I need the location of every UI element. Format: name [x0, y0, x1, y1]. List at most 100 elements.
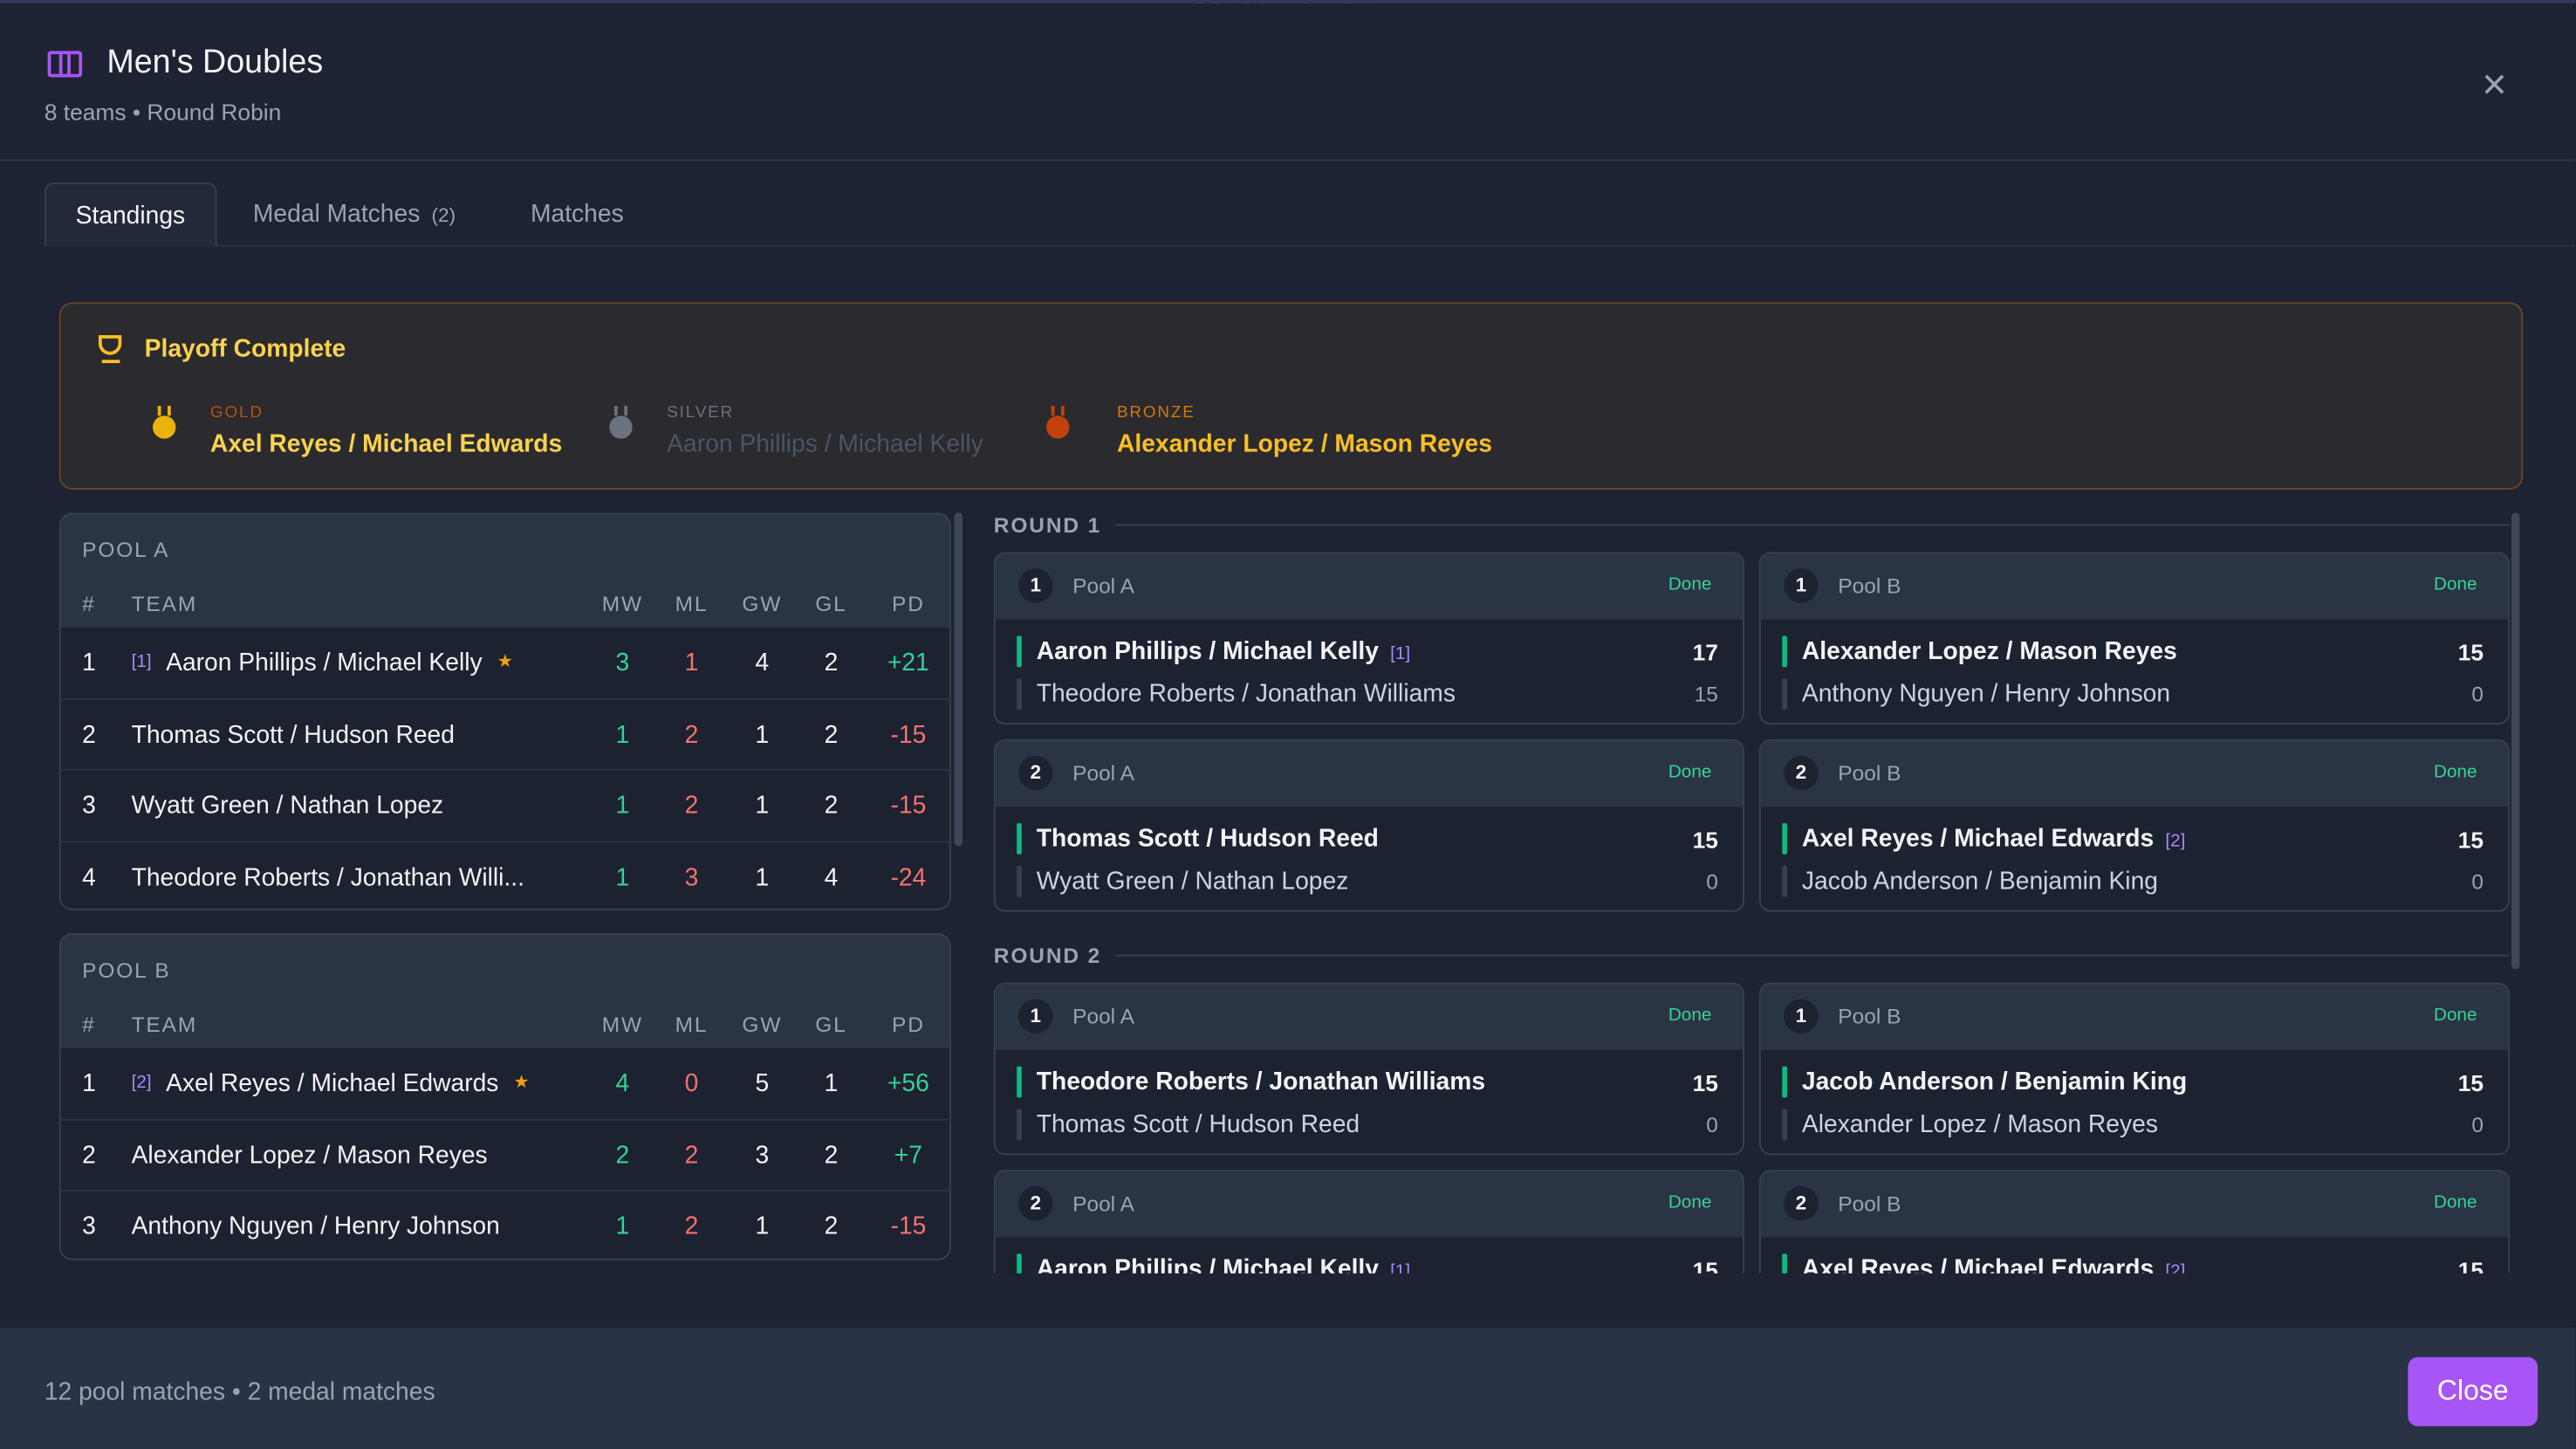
- match-status: Done: [1668, 574, 1712, 595]
- match-header: [995, 1171, 1744, 1238]
- scrollbar: [954, 512, 963, 847]
- pool-name: POOL B: [82, 958, 171, 983]
- column-header: ML: [675, 591, 709, 616]
- match-number: 2: [1784, 755, 1819, 791]
- tab[interactable]: Medal Matches (2): [253, 182, 456, 246]
- score: 0: [1706, 869, 1718, 894]
- match-header: [995, 740, 1744, 807]
- star: ★: [513, 1073, 530, 1093]
- team-name: Anthony Nguyen / Henry Johnson: [1801, 680, 2171, 709]
- standings-row: 2 Alexander Lopez / Mason Reyes 2 2 3 2 +7: [60, 1117, 949, 1190]
- match-number: 2: [1018, 1186, 1053, 1221]
- playoff-title: Playoff Complete: [144, 334, 346, 363]
- seed: [2]: [131, 1073, 152, 1093]
- medal-label: GOLD: [209, 404, 264, 422]
- match-status: Done: [1668, 1005, 1712, 1026]
- match-number: 2: [1018, 755, 1053, 791]
- score: 15: [2457, 1256, 2484, 1274]
- stat-pd: +7: [894, 1141, 922, 1170]
- column-header: PD: [892, 1012, 925, 1037]
- result-bar: [1782, 1253, 1787, 1274]
- column-header: ML: [675, 1012, 709, 1037]
- tab-count: (2): [431, 203, 456, 227]
- team-name: Axel Reyes / Michael Edwards ★: [166, 1069, 530, 1098]
- playoff-card: Playoff Complete GOLD Axel Reyes / Michael…: [58, 302, 2524, 490]
- match-pool: Pool B: [1838, 760, 1901, 786]
- rank: 1: [82, 649, 96, 677]
- score: 0: [2471, 869, 2484, 894]
- team-name: Axel Reyes / Michael Edwards [2]: [1801, 824, 2186, 853]
- match-status: Done: [1668, 1192, 1712, 1213]
- standings-row: 2 Thomas Scott / Hudson Reed 1 2 1 2 -15: [60, 697, 949, 769]
- medal-icon: [1046, 415, 1070, 439]
- standings-row: 3 Wyatt Green / Nathan Lopez 1 2 1 2 -15: [60, 768, 949, 841]
- match-number: 1: [1018, 999, 1053, 1034]
- score: 0: [1706, 1112, 1718, 1137]
- result-bar: [1782, 1109, 1787, 1141]
- match-status: Done: [1668, 762, 1712, 782]
- team-name: Theodore Roberts / Jonathan Williams: [1036, 1068, 1486, 1096]
- tab-label: Matches: [530, 200, 624, 229]
- standings-row: 3 Anthony Nguyen / Henry Johnson 1 2 1 2 -15: [60, 1189, 949, 1258]
- team-name: Aaron Phillips / Michael Kelly ★: [166, 649, 514, 677]
- trophy-base: [101, 360, 120, 363]
- column-header: GW: [742, 1012, 783, 1037]
- match-header: [1760, 740, 2509, 807]
- stat-pd: -15: [890, 792, 927, 821]
- score: 0: [2471, 1112, 2484, 1137]
- column-header: #: [82, 591, 96, 616]
- match-card: 1 Pool A Done Aaron Phillips / Michael Kell…: [993, 552, 1745, 725]
- score: 17: [1692, 639, 1718, 666]
- result-bar: [1782, 865, 1787, 897]
- icon-bar: [58, 54, 63, 74]
- env-banner: DEV ENVIRONMENT: [0, 0, 2575, 8]
- rank: 3: [82, 1212, 96, 1241]
- team-name: Thomas Scott / Hudson Reed: [131, 720, 455, 749]
- stat-gw: 4: [755, 649, 770, 677]
- close-button[interactable]: Close: [2408, 1356, 2538, 1426]
- pools-panel: POOL A # TEAM MW ML GW GL PD 1 [1] Aaron Phillips …: [58, 512, 951, 1274]
- medal-team: Axel Reyes / Michael Edwards: [209, 430, 563, 459]
- result-bar: [1017, 865, 1022, 897]
- score: 15: [2457, 1069, 2484, 1096]
- match-number: 1: [1018, 568, 1053, 603]
- stat-ml: 1: [684, 649, 699, 677]
- stat-gl: 2: [824, 649, 839, 677]
- column-header: GL: [815, 591, 847, 616]
- score: 15: [1692, 826, 1718, 853]
- stat-gl: 2: [824, 792, 839, 821]
- close-x[interactable]: ×: [2482, 58, 2507, 109]
- match-header: [1760, 984, 2509, 1050]
- round-line: [1092, 524, 2511, 526]
- seed: [1]: [1390, 1261, 1411, 1274]
- medal-team: Aaron Phillips / Michael Kelly: [667, 430, 983, 459]
- match-pool: Pool B: [1838, 1191, 1901, 1216]
- stat-pd: -15: [890, 1212, 927, 1241]
- team-name: Theodore Roberts / Jonathan Willi...: [131, 863, 525, 892]
- top-line: [0, 0, 2576, 3]
- stat-gw: 1: [755, 863, 770, 892]
- seed: [1]: [1390, 643, 1411, 664]
- tab-divider: [216, 244, 2576, 247]
- tab[interactable]: Matches: [531, 182, 624, 246]
- footer: 12 pool matches • 2 medal matches Close: [0, 1327, 2576, 1449]
- match-pool: Pool B: [1838, 573, 1901, 599]
- tab[interactable]: Standings: [44, 182, 216, 247]
- medal-ribbon: [157, 405, 171, 416]
- column-header: MW: [601, 1012, 644, 1037]
- column-header: PD: [892, 591, 925, 616]
- match-header: [995, 553, 1744, 620]
- column-header: MW: [601, 591, 644, 616]
- team-name: Aaron Phillips / Michael Kelly [1]: [1036, 637, 1411, 666]
- match-header: [995, 984, 1744, 1050]
- icon-bar: [67, 54, 71, 74]
- pool-card: POOL A # TEAM MW ML GW GL PD 1 [1] Aaron Phillips …: [58, 512, 951, 910]
- round-line: [1092, 954, 2511, 957]
- match-header: [1760, 553, 2509, 620]
- result-bar: [1782, 635, 1787, 668]
- medal-label: BRONZE: [1116, 404, 1196, 422]
- match-pool: Pool B: [1838, 1004, 1901, 1029]
- score: 15: [2457, 639, 2484, 666]
- team-name: Wyatt Green / Nathan Lopez: [1036, 867, 1349, 896]
- team-name: Wyatt Green / Nathan Lopez: [131, 792, 444, 821]
